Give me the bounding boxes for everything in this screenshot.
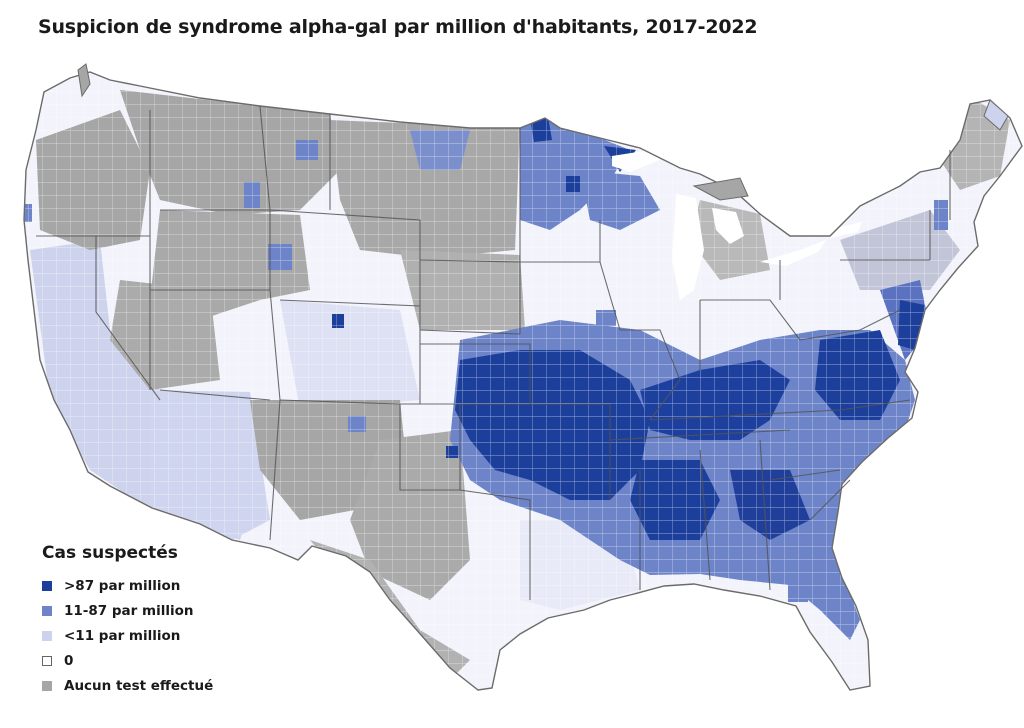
legend-swatch-zero (42, 655, 52, 666)
legend-item-medium: 11-87 par million (42, 598, 213, 623)
legend-label-low: <11 par million (64, 627, 181, 644)
legend-swatch-no-test (42, 680, 52, 691)
legend-label-medium: 11-87 par million (64, 602, 194, 619)
legend: Cas suspectés >87 par million 11-87 par … (42, 543, 213, 698)
legend-item-no-test: Aucun test effectué (42, 673, 213, 698)
map-title: Suspicion de syndrome alpha-gal par mill… (38, 16, 758, 38)
legend-label-zero: 0 (64, 652, 74, 669)
legend-item-low: <11 par million (42, 623, 213, 648)
legend-label-high: >87 par million (64, 577, 181, 594)
legend-item-high: >87 par million (42, 573, 213, 598)
legend-title: Cas suspectés (42, 543, 178, 563)
legend-label-no-test: Aucun test effectué (64, 677, 214, 694)
legend-item-zero: 0 (42, 648, 213, 673)
legend-swatch-medium (42, 605, 52, 616)
legend-swatch-high (42, 580, 52, 591)
legend-swatch-low (42, 630, 52, 641)
